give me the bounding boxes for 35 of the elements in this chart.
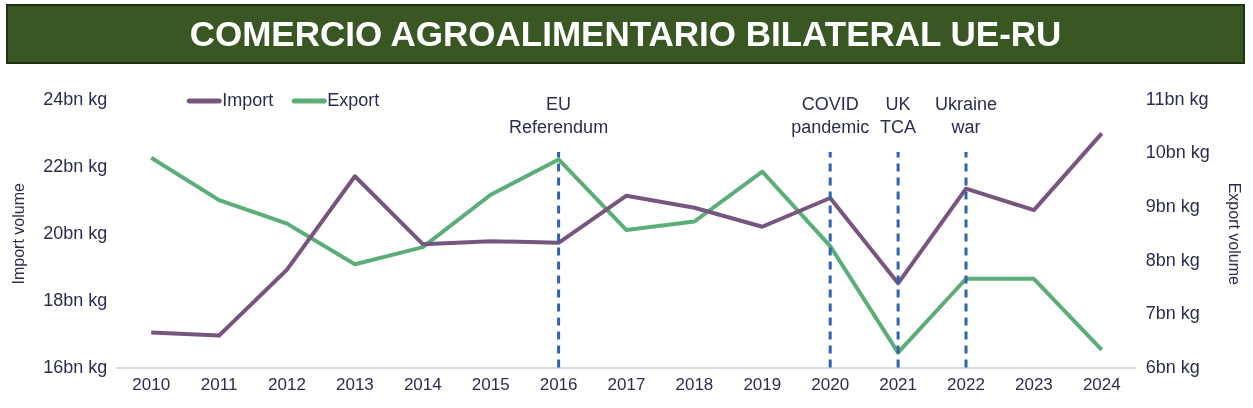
x-tick-label: 2010 — [132, 375, 171, 395]
x-tick-label: 2015 — [471, 375, 510, 395]
x-tick-label: 2022 — [947, 375, 985, 395]
y-tick-label: 24bn kg — [43, 88, 108, 109]
x-tick-label: 2014 — [403, 375, 442, 395]
y-tick-label: 20bn kg — [43, 222, 108, 243]
y-tick-label: 18bn kg — [43, 289, 108, 310]
x-tick-label: 2013 — [335, 375, 374, 395]
y2-tick-label: 8bn kg — [1145, 249, 1200, 270]
ref-line-label: Ukraine war — [934, 93, 998, 137]
x-tick-label: 2023 — [1014, 375, 1053, 395]
y2-tick-label: 9bn kg — [1145, 196, 1200, 217]
y-tick-label: 22bn kg — [43, 155, 108, 176]
x-tick-label: 2024 — [1082, 375, 1121, 395]
ref-line-label: UK TCA — [880, 93, 917, 137]
x-tick-label: 2019 — [743, 375, 782, 395]
chart-title: COMERCIO AGROALIMENTARIO BILATERAL UE-RU — [6, 4, 1245, 64]
legend-label: Import — [222, 89, 274, 110]
x-tick-label: 2020 — [811, 375, 850, 395]
y2-tick-label: 10bn kg — [1145, 142, 1210, 163]
legend-label: Export — [327, 89, 380, 110]
x-tick-label: 2012 — [268, 375, 306, 395]
ref-line-label: COVID pandemic — [791, 93, 870, 137]
x-tick-label: 2016 — [539, 375, 578, 395]
y2-tick-label: 11bn kg — [1145, 88, 1209, 109]
y2-tick-label: 7bn kg — [1145, 303, 1200, 324]
y2-tick-label: 6bn kg — [1145, 356, 1200, 377]
ref-line-label: EU Referendum — [509, 93, 609, 137]
x-tick-label: 2011 — [200, 375, 238, 395]
x-tick-label: 2018 — [675, 375, 714, 395]
y2-axis-title: Export volume — [1225, 182, 1243, 286]
x-tick-label: 2021 — [879, 375, 918, 395]
y-axis-title: Import volume — [10, 183, 28, 285]
y-tick-label: 16bn kg — [43, 356, 108, 377]
x-tick-label: 2017 — [607, 375, 646, 395]
